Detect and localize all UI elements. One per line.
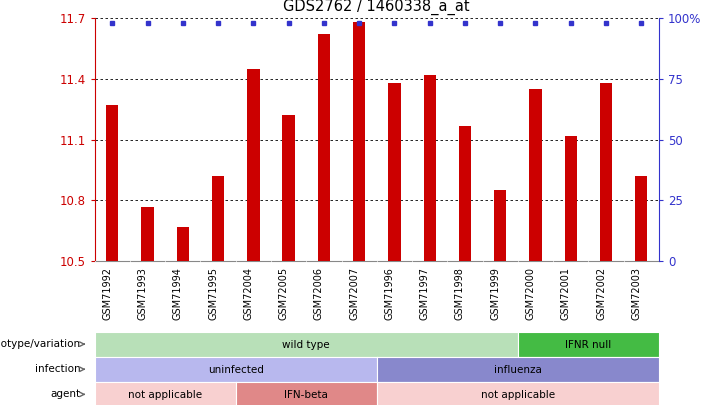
Text: wild type: wild type — [283, 340, 330, 350]
Text: influenza: influenza — [494, 365, 542, 375]
Bar — [247, 69, 259, 261]
Title: GDS2762 / 1460338_a_at: GDS2762 / 1460338_a_at — [283, 0, 470, 15]
Text: not applicable: not applicable — [128, 390, 202, 400]
Bar — [635, 176, 648, 261]
Text: GSM72005: GSM72005 — [278, 267, 289, 320]
Text: GSM72006: GSM72006 — [314, 267, 324, 320]
Bar — [388, 83, 400, 261]
Text: GSM71994: GSM71994 — [173, 267, 183, 320]
Text: GSM72000: GSM72000 — [526, 267, 536, 320]
Bar — [423, 75, 436, 261]
Bar — [177, 227, 189, 261]
Text: GSM71998: GSM71998 — [455, 267, 465, 320]
Bar — [529, 89, 542, 261]
Bar — [318, 34, 330, 261]
Text: agent: agent — [50, 389, 80, 399]
Text: genotype/variation: genotype/variation — [0, 339, 80, 349]
Text: IFNR null: IFNR null — [565, 340, 611, 350]
Bar — [142, 207, 154, 261]
Bar — [106, 105, 118, 261]
Text: not applicable: not applicable — [481, 390, 555, 400]
Bar — [283, 115, 295, 261]
Text: GSM71997: GSM71997 — [420, 267, 430, 320]
Text: IFN-beta: IFN-beta — [285, 390, 328, 400]
Bar — [564, 136, 577, 261]
Text: GSM71996: GSM71996 — [384, 267, 395, 320]
Bar — [458, 126, 471, 261]
Text: GSM72003: GSM72003 — [632, 267, 641, 320]
Text: infection: infection — [34, 364, 80, 374]
Bar — [353, 22, 365, 261]
Text: GSM71995: GSM71995 — [208, 267, 218, 320]
Bar — [600, 83, 612, 261]
Text: GSM72004: GSM72004 — [243, 267, 253, 320]
Text: uninfected: uninfected — [207, 365, 264, 375]
Text: GSM72001: GSM72001 — [561, 267, 571, 320]
Bar — [212, 176, 224, 261]
Text: GSM72007: GSM72007 — [349, 267, 359, 320]
Bar — [494, 190, 506, 261]
Text: GSM72002: GSM72002 — [596, 267, 606, 320]
Text: GSM71999: GSM71999 — [490, 267, 501, 320]
Text: GSM71992: GSM71992 — [102, 267, 112, 320]
Text: GSM71993: GSM71993 — [137, 267, 147, 320]
